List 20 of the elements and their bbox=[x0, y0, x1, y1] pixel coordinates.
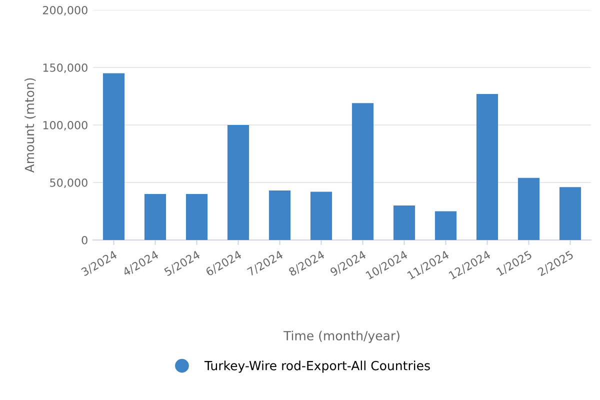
bar bbox=[102, 73, 125, 240]
bar bbox=[268, 190, 291, 240]
bar bbox=[352, 103, 374, 240]
x-axis-title: Time (month/year) bbox=[283, 330, 400, 343]
y-tick-label: 200,000 bbox=[43, 6, 88, 16]
bar bbox=[227, 125, 250, 240]
y-tick-label: 50,000 bbox=[50, 178, 88, 188]
bar bbox=[186, 194, 208, 240]
bar bbox=[434, 211, 457, 240]
bar bbox=[476, 94, 498, 240]
bar bbox=[393, 206, 416, 240]
bar bbox=[144, 194, 166, 240]
y-tick-label: 150,000 bbox=[43, 63, 88, 74]
bar bbox=[310, 192, 332, 240]
bar bbox=[559, 187, 582, 240]
legend-label: Turkey-Wire rod-Export-All Countries bbox=[204, 360, 430, 373]
y-tick-label: 100,000 bbox=[43, 120, 88, 131]
bar bbox=[518, 178, 540, 240]
y-tick-label: 0 bbox=[82, 236, 88, 244]
y-axis-title: Amount (mton) bbox=[24, 78, 36, 173]
